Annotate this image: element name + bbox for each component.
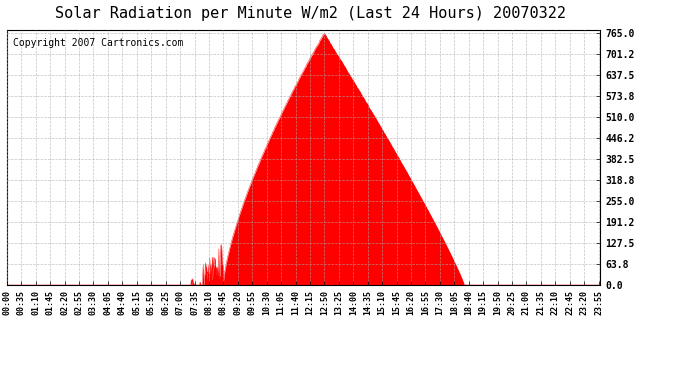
Text: Solar Radiation per Minute W/m2 (Last 24 Hours) 20070322: Solar Radiation per Minute W/m2 (Last 24… (55, 6, 566, 21)
Text: Copyright 2007 Cartronics.com: Copyright 2007 Cartronics.com (13, 38, 184, 48)
